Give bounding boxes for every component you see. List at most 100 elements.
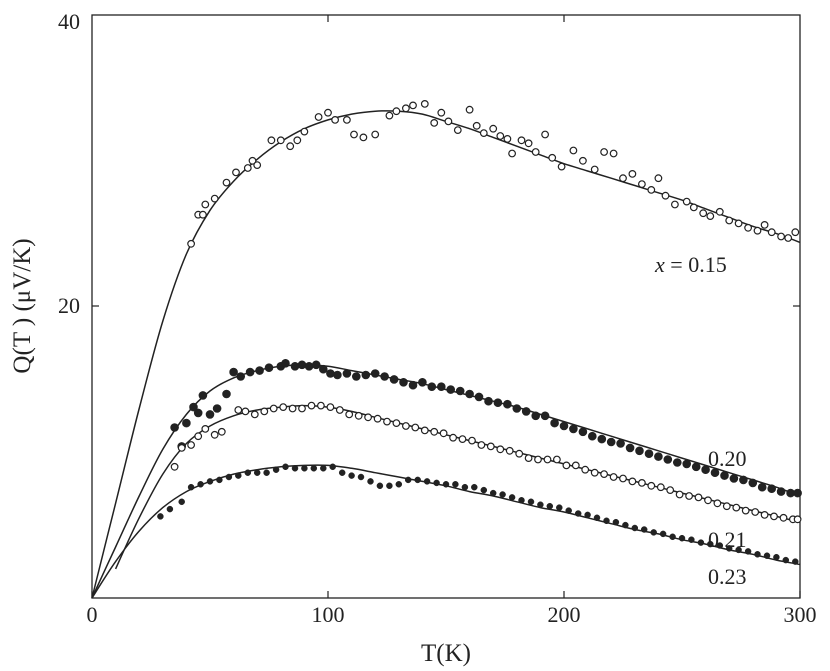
- data-point-series-3-9: [244, 469, 252, 476]
- fit-curve-series-2: [114, 404, 801, 570]
- data-point-series-2-48: [619, 474, 627, 483]
- data-point-series-1-13: [264, 363, 274, 373]
- series-label-023: 0.23: [708, 564, 747, 589]
- series-label-020: 0.20: [708, 446, 747, 471]
- data-point-series-2-34: [486, 442, 495, 451]
- data-point-series-2-54: [675, 490, 684, 499]
- data-point-series-1-67: [757, 482, 767, 492]
- data-point-series-3-36: [499, 491, 506, 498]
- data-point-series-3-55: [678, 534, 686, 542]
- data-point-series-2-2: [187, 441, 196, 449]
- data-point-series-0-17: [331, 115, 340, 124]
- data-point-series-0-62: [734, 219, 743, 228]
- data-point-series-0-16: [324, 108, 332, 117]
- data-point-series-0-34: [489, 124, 498, 133]
- data-point-series-1-27: [380, 372, 389, 381]
- data-point-series-1-19: [311, 360, 321, 370]
- data-point-series-0-58: [699, 209, 708, 218]
- data-point-series-1-20: [318, 364, 328, 374]
- data-point-series-1-24: [351, 372, 361, 381]
- data-point-series-0-37: [508, 149, 516, 158]
- data-point-series-3-53: [659, 530, 667, 538]
- data-point-series-0-49: [619, 174, 627, 183]
- data-point-series-1-31: [418, 377, 427, 387]
- data-point-series-1-57: [663, 455, 673, 464]
- data-point-series-3-19: [338, 469, 346, 476]
- data-point-series-1-68: [767, 484, 777, 494]
- data-point-series-2-62: [751, 508, 760, 516]
- data-point-series-0-23: [392, 107, 401, 116]
- data-point-series-2-67: [793, 515, 802, 524]
- data-point-series-2-22: [373, 414, 382, 423]
- data-point-series-0-8: [248, 156, 257, 165]
- data-point-series-2-27: [420, 426, 429, 435]
- data-point-series-0-4: [210, 194, 219, 203]
- data-point-series-2-47: [609, 473, 618, 481]
- data-point-series-2-56: [694, 493, 703, 502]
- data-point-series-3-60: [725, 545, 733, 552]
- series-label-x-sep: =: [665, 252, 688, 277]
- data-point-series-3-20: [348, 472, 355, 479]
- data-point-series-1-29: [399, 377, 408, 387]
- data-point-series-2-18: [335, 406, 344, 414]
- data-point-series-2-33: [477, 441, 486, 449]
- points-series-3: [157, 463, 799, 565]
- data-point-series-2-45: [590, 468, 599, 477]
- data-point-series-1-53: [625, 443, 635, 453]
- data-point-series-1-8: [222, 389, 231, 399]
- data-point-series-2-16: [317, 401, 325, 410]
- x-tick-label-100: 100: [312, 602, 345, 627]
- data-point-series-1-23: [342, 369, 352, 378]
- data-point-series-2-41: [553, 455, 561, 464]
- series-label-021: 0.21: [708, 527, 747, 552]
- data-point-series-0-41: [541, 130, 549, 139]
- data-point-series-0-33: [479, 129, 488, 138]
- data-point-series-0-21: [371, 130, 380, 139]
- data-point-series-2-13: [288, 404, 297, 413]
- data-point-series-1-21: [326, 369, 335, 378]
- data-point-series-0-25: [409, 101, 417, 110]
- data-point-series-2-7: [234, 406, 243, 414]
- data-point-series-2-11: [269, 404, 278, 413]
- data-point-series-2-10: [260, 407, 269, 416]
- points-series-1: [170, 358, 802, 498]
- data-point-series-2-35: [496, 445, 505, 454]
- data-point-series-2-46: [600, 470, 608, 479]
- data-point-series-0-7: [243, 164, 252, 172]
- data-point-series-3-4: [197, 481, 204, 488]
- data-point-series-0-46: [590, 165, 599, 174]
- data-point-series-3-50: [631, 524, 639, 532]
- data-point-series-2-58: [713, 499, 722, 508]
- data-point-series-2-28: [430, 427, 439, 436]
- data-point-series-0-2: [198, 210, 207, 219]
- data-point-series-1-6: [205, 410, 215, 419]
- series-label-x-var: x: [654, 252, 665, 277]
- data-point-series-2-37: [515, 449, 524, 458]
- data-point-series-3-12: [272, 466, 280, 473]
- data-point-series-0-45: [579, 156, 587, 165]
- data-point-series-1-38: [484, 396, 493, 406]
- data-point-series-1-26: [370, 369, 380, 378]
- data-point-series-1-36: [465, 389, 474, 399]
- data-point-series-2-39: [534, 455, 542, 464]
- data-point-series-2-6: [217, 427, 226, 436]
- data-point-series-3-52: [650, 529, 657, 536]
- data-point-series-3-56: [688, 536, 695, 543]
- data-point-series-0-65: [760, 220, 769, 229]
- data-point-series-3-51: [640, 526, 648, 533]
- data-point-series-2-25: [402, 422, 410, 430]
- y-tick-label-20: 20: [58, 293, 80, 318]
- data-point-series-3-54: [669, 533, 676, 541]
- data-point-series-3-24: [386, 482, 393, 490]
- data-point-series-1-40: [503, 399, 512, 409]
- data-point-series-1-33: [436, 382, 446, 392]
- data-point-series-1-18: [304, 361, 314, 371]
- data-point-series-0-19: [350, 130, 358, 139]
- data-point-series-0-52: [647, 185, 656, 194]
- data-point-series-0-5: [222, 178, 231, 187]
- data-point-series-0-59: [706, 212, 715, 221]
- data-point-series-0-35: [496, 132, 505, 140]
- data-point-series-0-66: [767, 228, 776, 237]
- data-point-series-0-63: [744, 223, 752, 232]
- data-point-series-3-8: [235, 472, 242, 479]
